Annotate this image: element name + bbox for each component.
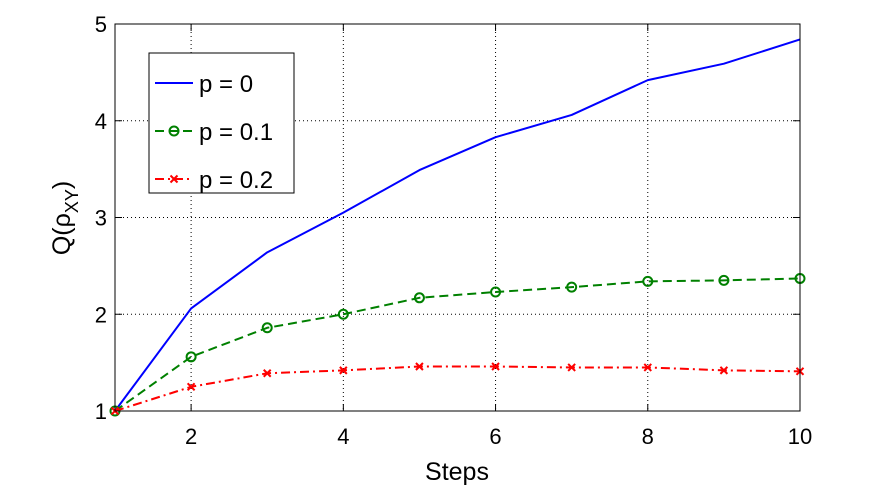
y-axis-label-main: Q(ρ (48, 213, 76, 255)
data-point (263, 369, 272, 378)
series-2 (110, 362, 805, 416)
legend-label: p = 0 (199, 71, 253, 98)
data-point (185, 351, 197, 363)
x-tick-label: 6 (489, 424, 501, 449)
x-axis-label: Steps (425, 458, 489, 486)
data-point (643, 363, 652, 372)
data-point (339, 366, 348, 375)
x-tick-label: 2 (185, 424, 197, 449)
svg-text:Q(ρXY): Q(ρXY) (48, 181, 82, 255)
y-tick-label: 2 (95, 302, 107, 327)
data-point (567, 363, 576, 372)
legend-box (148, 52, 295, 194)
x-tick-label: 8 (642, 424, 654, 449)
x-tick-label: 10 (788, 424, 812, 449)
data-point (413, 292, 425, 304)
data-point (490, 286, 502, 298)
y-axis-label: Q(ρXY) (48, 181, 82, 255)
data-point (491, 362, 500, 371)
data-point (719, 366, 729, 375)
y-axis-label-close: ) (48, 181, 76, 189)
y-tick-label: 1 (95, 399, 107, 424)
y-tick-label: 3 (95, 206, 107, 231)
data-point (415, 362, 424, 371)
series-1 (109, 272, 806, 417)
y-tick-label: 5 (95, 12, 107, 37)
series-line (114, 38, 801, 412)
data-point (566, 281, 578, 293)
legend: p = 0 p = 0.1 p = 0.2 (148, 52, 295, 194)
legend-label: p = 0.1 (199, 119, 273, 146)
x-tick-label: 4 (337, 424, 349, 449)
legend-marker (169, 174, 179, 184)
series-line (114, 365, 801, 412)
data-point (186, 382, 196, 392)
legend-entry: p = 0.1 (155, 119, 273, 146)
legend-label: p = 0.2 (199, 167, 273, 194)
y-tick-label: 4 (95, 109, 107, 134)
series-0 (114, 38, 801, 412)
data-point (261, 322, 273, 334)
data-point (337, 308, 349, 320)
data-series (109, 38, 806, 417)
legend-entry: p = 0 (155, 71, 253, 98)
y-axis-label-subscript: XY (62, 189, 82, 213)
legend-marker (168, 125, 180, 137)
data-point (718, 274, 730, 286)
legend-entry: p = 0.2 (155, 167, 273, 194)
series-line (114, 277, 801, 412)
data-point (642, 275, 654, 287)
